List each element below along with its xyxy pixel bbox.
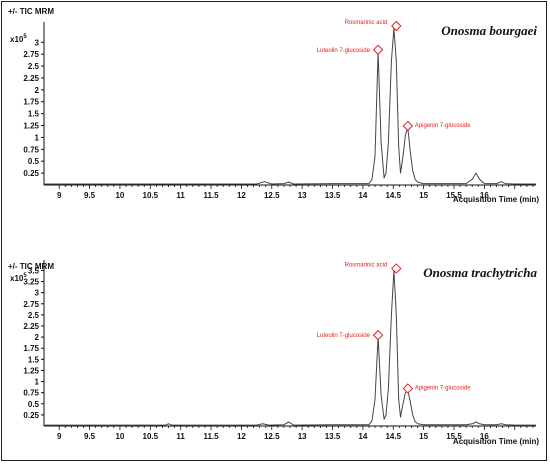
peak-marker (391, 263, 402, 274)
y-tick-label: 0.25 (23, 411, 39, 420)
chromatogram-trace (44, 269, 536, 426)
y-multiplier-exponent: 5 (23, 273, 27, 279)
chromatogram-panel-onosma-trachytricha: +/- TIC MRM x105 Onosma trachytricha Acq… (8, 260, 539, 446)
x-tick-label: 15 (419, 191, 428, 200)
x-tick-label: 10.5 (143, 432, 159, 441)
y-multiplier-exponent: 5 (23, 34, 27, 40)
y-tick-label: 1 (35, 378, 40, 387)
peak-marker (391, 20, 402, 32)
y-tick-label: 1.75 (23, 344, 39, 353)
x-tick-label: 12.5 (264, 432, 280, 441)
x-tick-label: 14.5 (385, 432, 401, 441)
x-tick-label: 12 (237, 191, 246, 200)
y-tick-label: 1.5 (28, 110, 40, 119)
peak-label: Luteolin 7-glucoside (317, 333, 371, 339)
peak-label: Rosmarinic acid (345, 20, 388, 26)
y-multiplier-label: x105 (10, 273, 27, 283)
peak-label: Rosmarinic acid (345, 262, 388, 268)
x-tick-label: 16 (480, 432, 489, 441)
peak-label: Apigenin 7-glucoside (415, 123, 471, 129)
peak-label: Apigenin 7-glucoside (415, 385, 471, 391)
y-tick-label: 0.75 (23, 145, 39, 154)
x-tick-label: 10 (115, 432, 124, 441)
y-axis-label: +/- TIC MRM (8, 7, 54, 16)
y-tick-label: 2.25 (23, 322, 39, 331)
x-tick-label: 13.5 (325, 432, 341, 441)
x-tick-label: 15.5 (446, 432, 462, 441)
x-tick-label: 11.5 (203, 432, 219, 441)
x-axis-label: Acquisition Time (min) (453, 195, 539, 204)
x-tick-label: 15.5 (446, 191, 462, 200)
x-tick-label: 14 (358, 191, 367, 200)
y-tick-label: 1.5 (28, 355, 40, 364)
x-tick-label: 10.5 (143, 191, 159, 200)
x-tick-label: 14.5 (385, 191, 401, 200)
x-tick-label: 13 (298, 191, 307, 200)
x-tick-label: 13 (298, 432, 307, 441)
peak-marker (402, 120, 414, 132)
y-multiplier-base: x10 (10, 274, 24, 283)
x-tick-label: 9.5 (84, 191, 96, 200)
x-tick-label: 9 (57, 191, 62, 200)
y-tick-label: 3.5 (28, 266, 40, 275)
y-tick-label: 3 (35, 38, 40, 47)
y-tick-label: 1.25 (23, 122, 39, 131)
y-tick-label: 0.5 (28, 400, 40, 409)
x-tick-label: 9.5 (84, 432, 96, 441)
y-tick-label: 1.75 (23, 98, 39, 107)
y-tick-label: 2.5 (28, 62, 40, 71)
x-tick-label: 11.5 (203, 191, 219, 200)
y-tick-label: 2 (35, 86, 40, 95)
y-tick-label: 3.25 (23, 278, 39, 287)
x-tick-label: 10 (115, 191, 124, 200)
y-multiplier-base: x10 (10, 35, 24, 44)
y-tick-label: 1 (35, 133, 40, 142)
y-tick-label: 0.75 (23, 389, 39, 398)
x-tick-label: 12 (237, 432, 246, 441)
x-tick-label: 9 (57, 432, 62, 441)
y-multiplier-label: x105 (10, 34, 27, 44)
x-tick-label: 11 (176, 432, 185, 441)
x-axis-label: Acquisition Time (min) (453, 437, 539, 446)
x-tick-label: 11 (176, 191, 185, 200)
chart-title: Onosma bourgaei (441, 23, 537, 38)
x-tick-label: 12.5 (264, 191, 280, 200)
x-tick-label: 13.5 (325, 191, 341, 200)
chromatogram-panel-onosma-bourgaei: +/- TIC MRM x105 Onosma bourgaei Acquisi… (8, 7, 539, 204)
y-tick-label: 2 (35, 333, 40, 342)
peak-marker (372, 329, 384, 341)
y-tick-label: 1.25 (23, 366, 39, 375)
peak-marker (402, 383, 414, 394)
y-tick-label: 3 (35, 289, 40, 298)
y-tick-label: 0.25 (23, 169, 39, 178)
y-tick-label: 2.5 (28, 311, 40, 320)
y-tick-label: 0.5 (28, 157, 40, 166)
chart-title: Onosma trachytricha (423, 265, 537, 280)
peak-label: Luteolin 7-glucoside (317, 48, 371, 54)
x-tick-label: 15 (419, 432, 428, 441)
y-tick-label: 2.25 (23, 74, 39, 83)
y-axis-label: +/- TIC MRM (8, 262, 54, 271)
x-tick-label: 14 (358, 432, 367, 441)
chromatogram-trace (44, 27, 536, 185)
x-tick-label: 16 (480, 191, 489, 200)
peak-marker (372, 44, 384, 55)
y-tick-label: 2.75 (23, 50, 39, 59)
y-tick-label: 2.75 (23, 300, 39, 309)
